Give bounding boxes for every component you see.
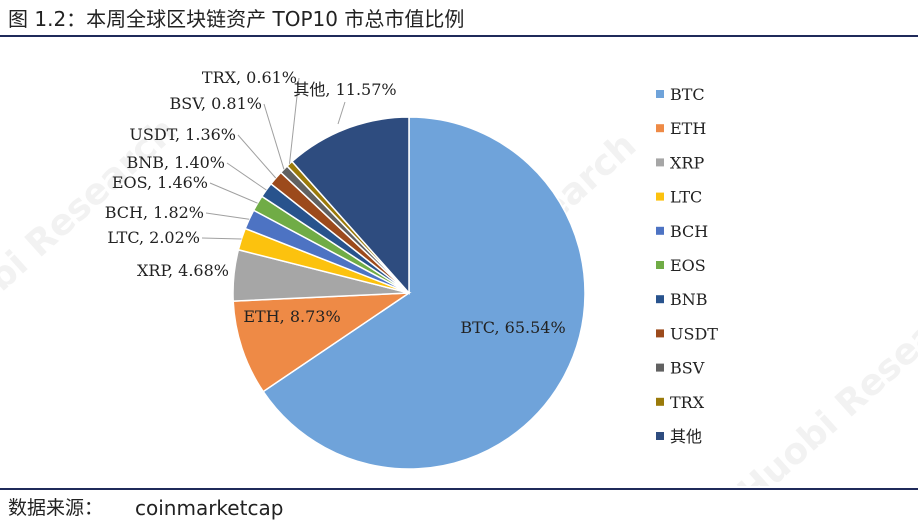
data-label-usdt: USDT, 1.36% — [129, 125, 236, 144]
legend-swatch-xrp — [656, 158, 664, 167]
legend-label-other: 其他 — [670, 427, 702, 446]
data-label-eth: ETH, 8.73% — [243, 307, 340, 326]
leader-lines — [201, 77, 346, 240]
watermark-text: Huobi Research — [730, 270, 918, 486]
leader-line-bnb — [226, 162, 267, 191]
data-label-bsv: BSV, 0.81% — [170, 94, 262, 113]
legend-swatch-trx — [656, 397, 664, 406]
leader-line-trx — [289, 77, 300, 164]
pie-slices — [232, 116, 586, 470]
source-value: coinmarketcap — [135, 496, 284, 520]
data-labels: BTC, 65.54% ETH, 8.73% XRP, 4.68% LTC, 2.02… — [105, 68, 566, 337]
data-label-other: 其他, 11.57% — [293, 80, 396, 99]
legend-label-eos: EOS — [670, 256, 706, 275]
pie-slice-other — [290, 116, 410, 295]
legend-label-xrp: XRP — [670, 153, 704, 172]
data-label-trx: TRX, 0.61% — [202, 68, 297, 87]
legend-swatch-btc — [656, 90, 664, 98]
data-label-bch: BCH, 1.82% — [105, 203, 204, 222]
legend-swatch-bnb — [656, 295, 664, 304]
pie-slice-btc — [262, 116, 586, 470]
legend-swatch-eos — [656, 261, 664, 269]
figure-title: 图 1.2：本周全球区块链资产 TOP10 市总市值比例 — [8, 7, 465, 31]
top-divider — [0, 35, 918, 37]
legend-swatch-other — [656, 432, 664, 440]
data-label-bnb: BNB, 1.40% — [126, 153, 225, 172]
legend: BTC ETH XRP LTC BCH EOS BNB USDT BSV TRX 其他 — [656, 85, 718, 446]
legend-label-usdt: USDT — [670, 324, 718, 343]
legend-swatch-usdt — [656, 329, 664, 338]
data-label-eos: EOS, 1.46% — [112, 173, 208, 192]
leader-line-usdt — [237, 134, 277, 179]
leader-line-eos — [209, 182, 258, 204]
legend-label-bch: BCH — [670, 222, 708, 241]
legend-label-btc: BTC — [670, 85, 705, 104]
leader-line-other — [337, 101, 346, 125]
data-label-ltc: LTC, 2.02% — [107, 228, 200, 247]
legend-swatch-bsv — [656, 363, 664, 372]
legend-label-bsv: BSV — [670, 359, 705, 378]
legend-label-trx: TRX — [670, 393, 705, 412]
legend-label-ltc: LTC — [670, 188, 702, 207]
legend-label-eth: ETH — [670, 119, 706, 138]
legend-swatch-bch — [656, 226, 664, 235]
leader-line-bsv — [263, 103, 285, 170]
legend-swatch-eth — [656, 124, 664, 133]
leader-line-bch — [205, 212, 250, 220]
legend-label-bnb: BNB — [670, 290, 708, 309]
data-label-xrp: XRP, 4.68% — [137, 261, 229, 280]
leader-line-ltc — [201, 237, 242, 240]
legend-swatch-ltc — [656, 192, 664, 201]
source-label: 数据来源： — [8, 497, 104, 519]
pie-slice-eth — [232, 292, 412, 393]
bottom-divider — [0, 488, 918, 490]
data-label-btc: BTC, 65.54% — [460, 318, 565, 337]
